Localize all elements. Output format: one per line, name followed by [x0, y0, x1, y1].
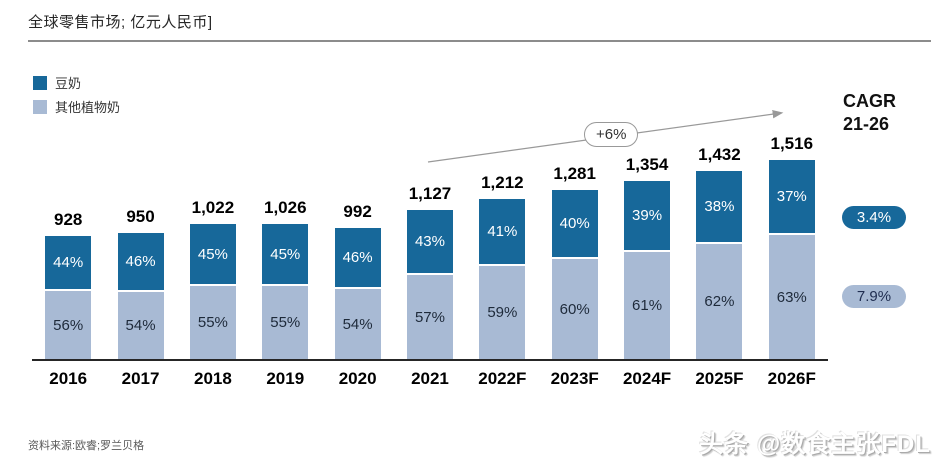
bar-total-label: 928	[53, 210, 83, 229]
title-divider	[28, 40, 931, 42]
legend-swatch-other-plant-milk	[33, 99, 47, 114]
stacked-bar: 38% 62%	[696, 171, 743, 359]
bar-segment-soymilk: 46%	[334, 228, 381, 287]
stacked-bar: 46% 54%	[334, 228, 381, 359]
bar-column: 1,354 39% 61%	[611, 155, 683, 359]
bar-column: 1,026 45% 55%	[249, 198, 321, 359]
bar-segment-soymilk: 39%	[624, 181, 671, 250]
x-axis-label: 2018	[193, 369, 232, 388]
stacked-bar: 40% 60%	[551, 190, 598, 359]
x-axis-label: 2017	[121, 369, 160, 388]
x-axis-label: 2024F	[622, 369, 672, 388]
page-title: 全球零售市场; 亿元人民币]	[28, 14, 213, 31]
x-axis-label: 2025F	[695, 369, 744, 388]
bar-total-label: 1,127	[408, 184, 452, 203]
stacked-bar: 41% 59%	[479, 199, 526, 359]
x-axis-label: 2019	[266, 369, 305, 388]
bar-column: 992 46% 54%	[321, 202, 393, 359]
bar-total-label: 1,026	[263, 198, 307, 217]
bar-total-label: 1,432	[698, 145, 741, 164]
bar-segment-soymilk: 46%	[117, 233, 164, 290]
watermark: 头条 @数食主张FDL	[699, 431, 931, 458]
bar-segment-soymilk: 45%	[189, 224, 236, 284]
x-axis-label: 2020	[338, 369, 377, 388]
bar-segment-other-plant-milk: 55%	[189, 286, 236, 359]
stacked-bar: 37% 63%	[768, 160, 815, 359]
stacked-bar: 43% 57%	[406, 210, 453, 359]
x-axis-label: 2021	[411, 369, 449, 388]
legend-item-other-plant-milk: 其他植物奶	[33, 97, 120, 116]
x-axis-label: 2016	[49, 369, 88, 388]
bar-segment-other-plant-milk: 59%	[479, 266, 526, 359]
legend-label-soymilk: 豆奶	[55, 76, 82, 91]
stacked-bar: 45% 55%	[262, 224, 309, 359]
x-axis-label: 2022F	[478, 369, 527, 388]
bar-column: 928 44% 56%	[32, 210, 104, 359]
stacked-bar: 44% 56%	[45, 236, 92, 359]
growth-annotation-badge: +6%	[584, 122, 639, 147]
bar-segment-soymilk: 40%	[551, 190, 598, 257]
bar-column: 1,516 37% 63%	[756, 134, 828, 359]
legend: 豆奶 其他植物奶	[33, 73, 120, 121]
cagr-header-line1: CAGR	[843, 91, 896, 111]
bar-segment-soymilk: 41%	[479, 199, 526, 264]
bar-column: 1,127 43% 57%	[394, 184, 466, 359]
stacked-bar: 39% 61%	[624, 181, 671, 359]
bar-segment-soymilk: 44%	[45, 236, 92, 289]
legend-label-other-plant-milk: 其他植物奶	[55, 100, 121, 115]
cagr-header: CAGR 21-26	[843, 90, 896, 135]
bar-segment-other-plant-milk: 55%	[262, 286, 309, 359]
bar-segment-soymilk: 43%	[406, 210, 453, 273]
bar-segment-other-plant-milk: 61%	[624, 252, 671, 359]
bar-total-label: 1,022	[191, 198, 235, 217]
x-axis-label: 2026F	[767, 369, 816, 388]
bar-total-label: 950	[126, 207, 155, 226]
bar-segment-other-plant-milk: 63%	[768, 235, 815, 359]
bar-total-label: 1,212	[481, 173, 524, 192]
legend-item-soymilk: 豆奶	[33, 73, 120, 92]
source-note: 资料来源:欧睿;罗兰贝格	[28, 440, 145, 452]
bar-column: 1,281 40% 60%	[539, 164, 611, 359]
cagr-badge-other-plant-milk: 7.9%	[842, 285, 906, 308]
bar-segment-soymilk: 38%	[696, 171, 743, 242]
x-axis-label: 2023F	[550, 369, 599, 388]
bar-column: 1,432 38% 62%	[683, 145, 755, 359]
bar-total-label: 992	[343, 202, 372, 221]
cagr-header-line2: 21-26	[843, 113, 890, 134]
bar-segment-other-plant-milk: 54%	[117, 292, 164, 359]
bar-segment-soymilk: 37%	[768, 160, 815, 233]
stacked-bar: 45% 55%	[189, 224, 236, 359]
bar-segment-soymilk: 45%	[262, 224, 309, 284]
cagr-badge-soymilk: 3.4%	[842, 206, 906, 229]
bar-segment-other-plant-milk: 60%	[551, 259, 598, 359]
bar-segment-other-plant-milk: 54%	[334, 289, 381, 359]
bar-column: 1,212 41% 59%	[466, 173, 538, 359]
bar-total-label: 1,516	[770, 134, 814, 153]
bar-segment-other-plant-milk: 62%	[696, 244, 743, 359]
x-axis-labels: 2016 2017 2018 2019 2020 2021 2022F 2023F 2024F 2…	[32, 369, 828, 389]
stacked-bar: 46% 54%	[117, 233, 164, 359]
bar-segment-other-plant-milk: 57%	[406, 275, 453, 359]
legend-swatch-soymilk	[33, 75, 47, 90]
bar-total-label: 1,354	[625, 155, 669, 174]
bar-column: 950 46% 54%	[104, 207, 176, 359]
bar-total-label: 1,281	[553, 164, 596, 183]
bar-segment-other-plant-milk: 56%	[45, 291, 92, 359]
stacked-bar-chart: 928 44% 56% 950 46% 54% 1,022 45% 55% 1,026 45% 55%…	[32, 134, 828, 361]
bar-column: 1,022 45% 55%	[177, 198, 249, 359]
